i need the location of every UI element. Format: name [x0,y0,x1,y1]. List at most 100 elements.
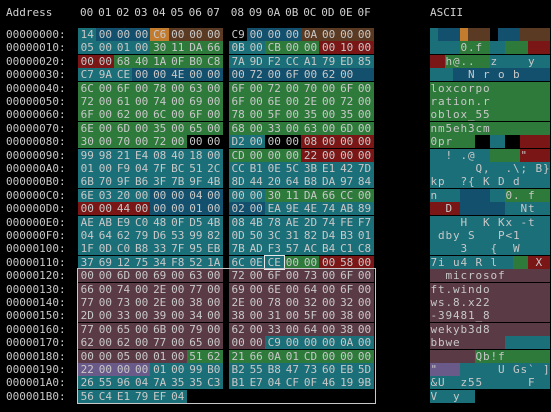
ascii-char[interactable]: 8 [460,309,468,323]
hex-byte[interactable]: 62 [114,229,133,242]
hex-byte[interactable]: 52 [186,255,206,269]
ascii-char[interactable]: o [497,68,505,82]
ascii-char[interactable] [520,188,528,202]
ascii-char[interactable]: f [430,282,438,296]
ascii-char[interactable] [437,148,445,162]
hex-byte[interactable]: 2E [228,296,248,309]
ascii-char[interactable]: f [527,188,535,202]
ascii-char[interactable] [505,269,513,283]
hex-byte[interactable]: 01 [355,229,374,242]
ascii-char[interactable] [490,309,498,323]
hex-byte[interactable]: 9A [96,68,115,82]
hex-byte[interactable]: 00 [283,309,302,323]
hex-byte[interactable]: 00 [246,296,266,309]
hex-byte[interactable]: 00 [355,135,374,149]
hex-byte[interactable]: 6C [228,255,248,269]
ascii-char[interactable] [497,188,505,202]
ascii-char[interactable] [482,363,490,376]
hex-byte[interactable]: 77 [78,322,97,336]
ascii-char[interactable] [505,242,513,256]
ascii-char[interactable] [475,148,483,162]
ascii-char[interactable] [520,282,528,296]
hex-byte[interactable]: 00 [96,41,115,55]
hex-byte[interactable]: 04 [265,376,284,390]
hex-byte[interactable]: 3B [301,162,320,175]
ascii-char[interactable] [452,68,460,82]
hex-byte[interactable]: 44 [114,202,133,216]
ascii-char[interactable] [445,255,453,269]
ascii-char[interactable] [445,175,453,189]
hex-byte[interactable]: FE [337,215,356,229]
ascii-char[interactable] [430,215,438,229]
ascii-char[interactable] [490,376,498,390]
ascii-char[interactable] [452,28,460,41]
hex-byte[interactable]: 5F [265,108,284,122]
ascii-char[interactable] [482,202,490,216]
hex-byte[interactable] [186,389,206,403]
ascii-char[interactable]: o [437,81,445,95]
ascii-char[interactable] [490,282,498,296]
ascii-char[interactable] [505,54,513,68]
hex-byte[interactable]: 01 [150,349,169,363]
hex-byte[interactable]: C9 [265,336,284,350]
ascii-char[interactable] [542,242,550,256]
hex-byte[interactable]: 00 [168,296,188,309]
hex-byte[interactable]: 00 [246,81,266,95]
ascii-char[interactable] [490,28,498,41]
ascii-char[interactable] [452,242,460,256]
ascii-char[interactable] [505,389,513,403]
ascii-char[interactable] [430,269,438,283]
ascii-char[interactable]: { [490,242,498,256]
hex-byte[interactable]: 00 [319,81,338,95]
ascii-char[interactable]: 2 [482,296,490,309]
hex-byte[interactable]: 00 [355,108,374,122]
ascii-char[interactable]: } [542,162,550,175]
hex-byte[interactable]: 96 [114,376,133,390]
ascii-char[interactable] [505,81,513,95]
ascii-char[interactable] [535,41,543,55]
hex-byte[interactable]: 08 [228,215,248,229]
ascii-char[interactable]: K [497,215,505,229]
ascii-char[interactable] [437,363,445,376]
hex-byte[interactable]: F3 [265,242,284,256]
hex-byte[interactable]: 62 [204,349,223,363]
hex-byte[interactable]: 00 [228,68,248,82]
hex-byte[interactable]: 74 [150,95,169,108]
hex-byte[interactable]: C4 [96,389,115,403]
hex-byte[interactable]: 6F [283,68,302,82]
hex-byte[interactable]: 00 [96,296,115,309]
hex-byte[interactable]: 00 [204,188,223,202]
hex-byte[interactable]: 58 [337,255,356,269]
hex-byte[interactable]: 6F [114,81,133,95]
ascii-char[interactable]: S [467,229,475,242]
ascii-char[interactable] [520,376,528,390]
ascii-char[interactable] [535,135,543,149]
hex-byte[interactable]: 00 [204,336,223,350]
ascii-char[interactable]: U [497,363,505,376]
hex-byte[interactable]: 00 [186,28,206,41]
ascii-char[interactable] [512,389,520,403]
hex-byte[interactable]: 63 [301,121,320,135]
ascii-char[interactable]: & [430,376,438,390]
ascii-char[interactable] [535,68,543,82]
ascii-char[interactable] [505,95,513,108]
hex-byte[interactable]: EF [150,389,169,403]
ascii-char[interactable] [460,202,468,216]
ascii-char[interactable] [520,68,528,82]
hex-byte[interactable]: 00 [337,28,356,41]
ascii-char[interactable]: 8 [482,309,490,323]
ascii-char[interactable]: N [520,202,528,216]
ascii-char[interactable]: o [460,81,468,95]
ascii-char[interactable] [445,376,453,390]
hex-byte[interactable]: 30 [150,41,169,55]
hex-byte[interactable]: CE [265,255,284,269]
ascii-char[interactable]: . [512,188,520,202]
hex-byte[interactable]: 21 [228,349,248,363]
ascii-char[interactable] [542,81,550,95]
ascii-char[interactable] [437,41,445,55]
ascii-char[interactable] [475,389,483,403]
hex-byte[interactable]: 00 [204,148,223,162]
hex-byte[interactable]: E1 [319,162,338,175]
hex-byte[interactable]: 66 [246,349,266,363]
ascii-char[interactable]: o [482,282,490,296]
